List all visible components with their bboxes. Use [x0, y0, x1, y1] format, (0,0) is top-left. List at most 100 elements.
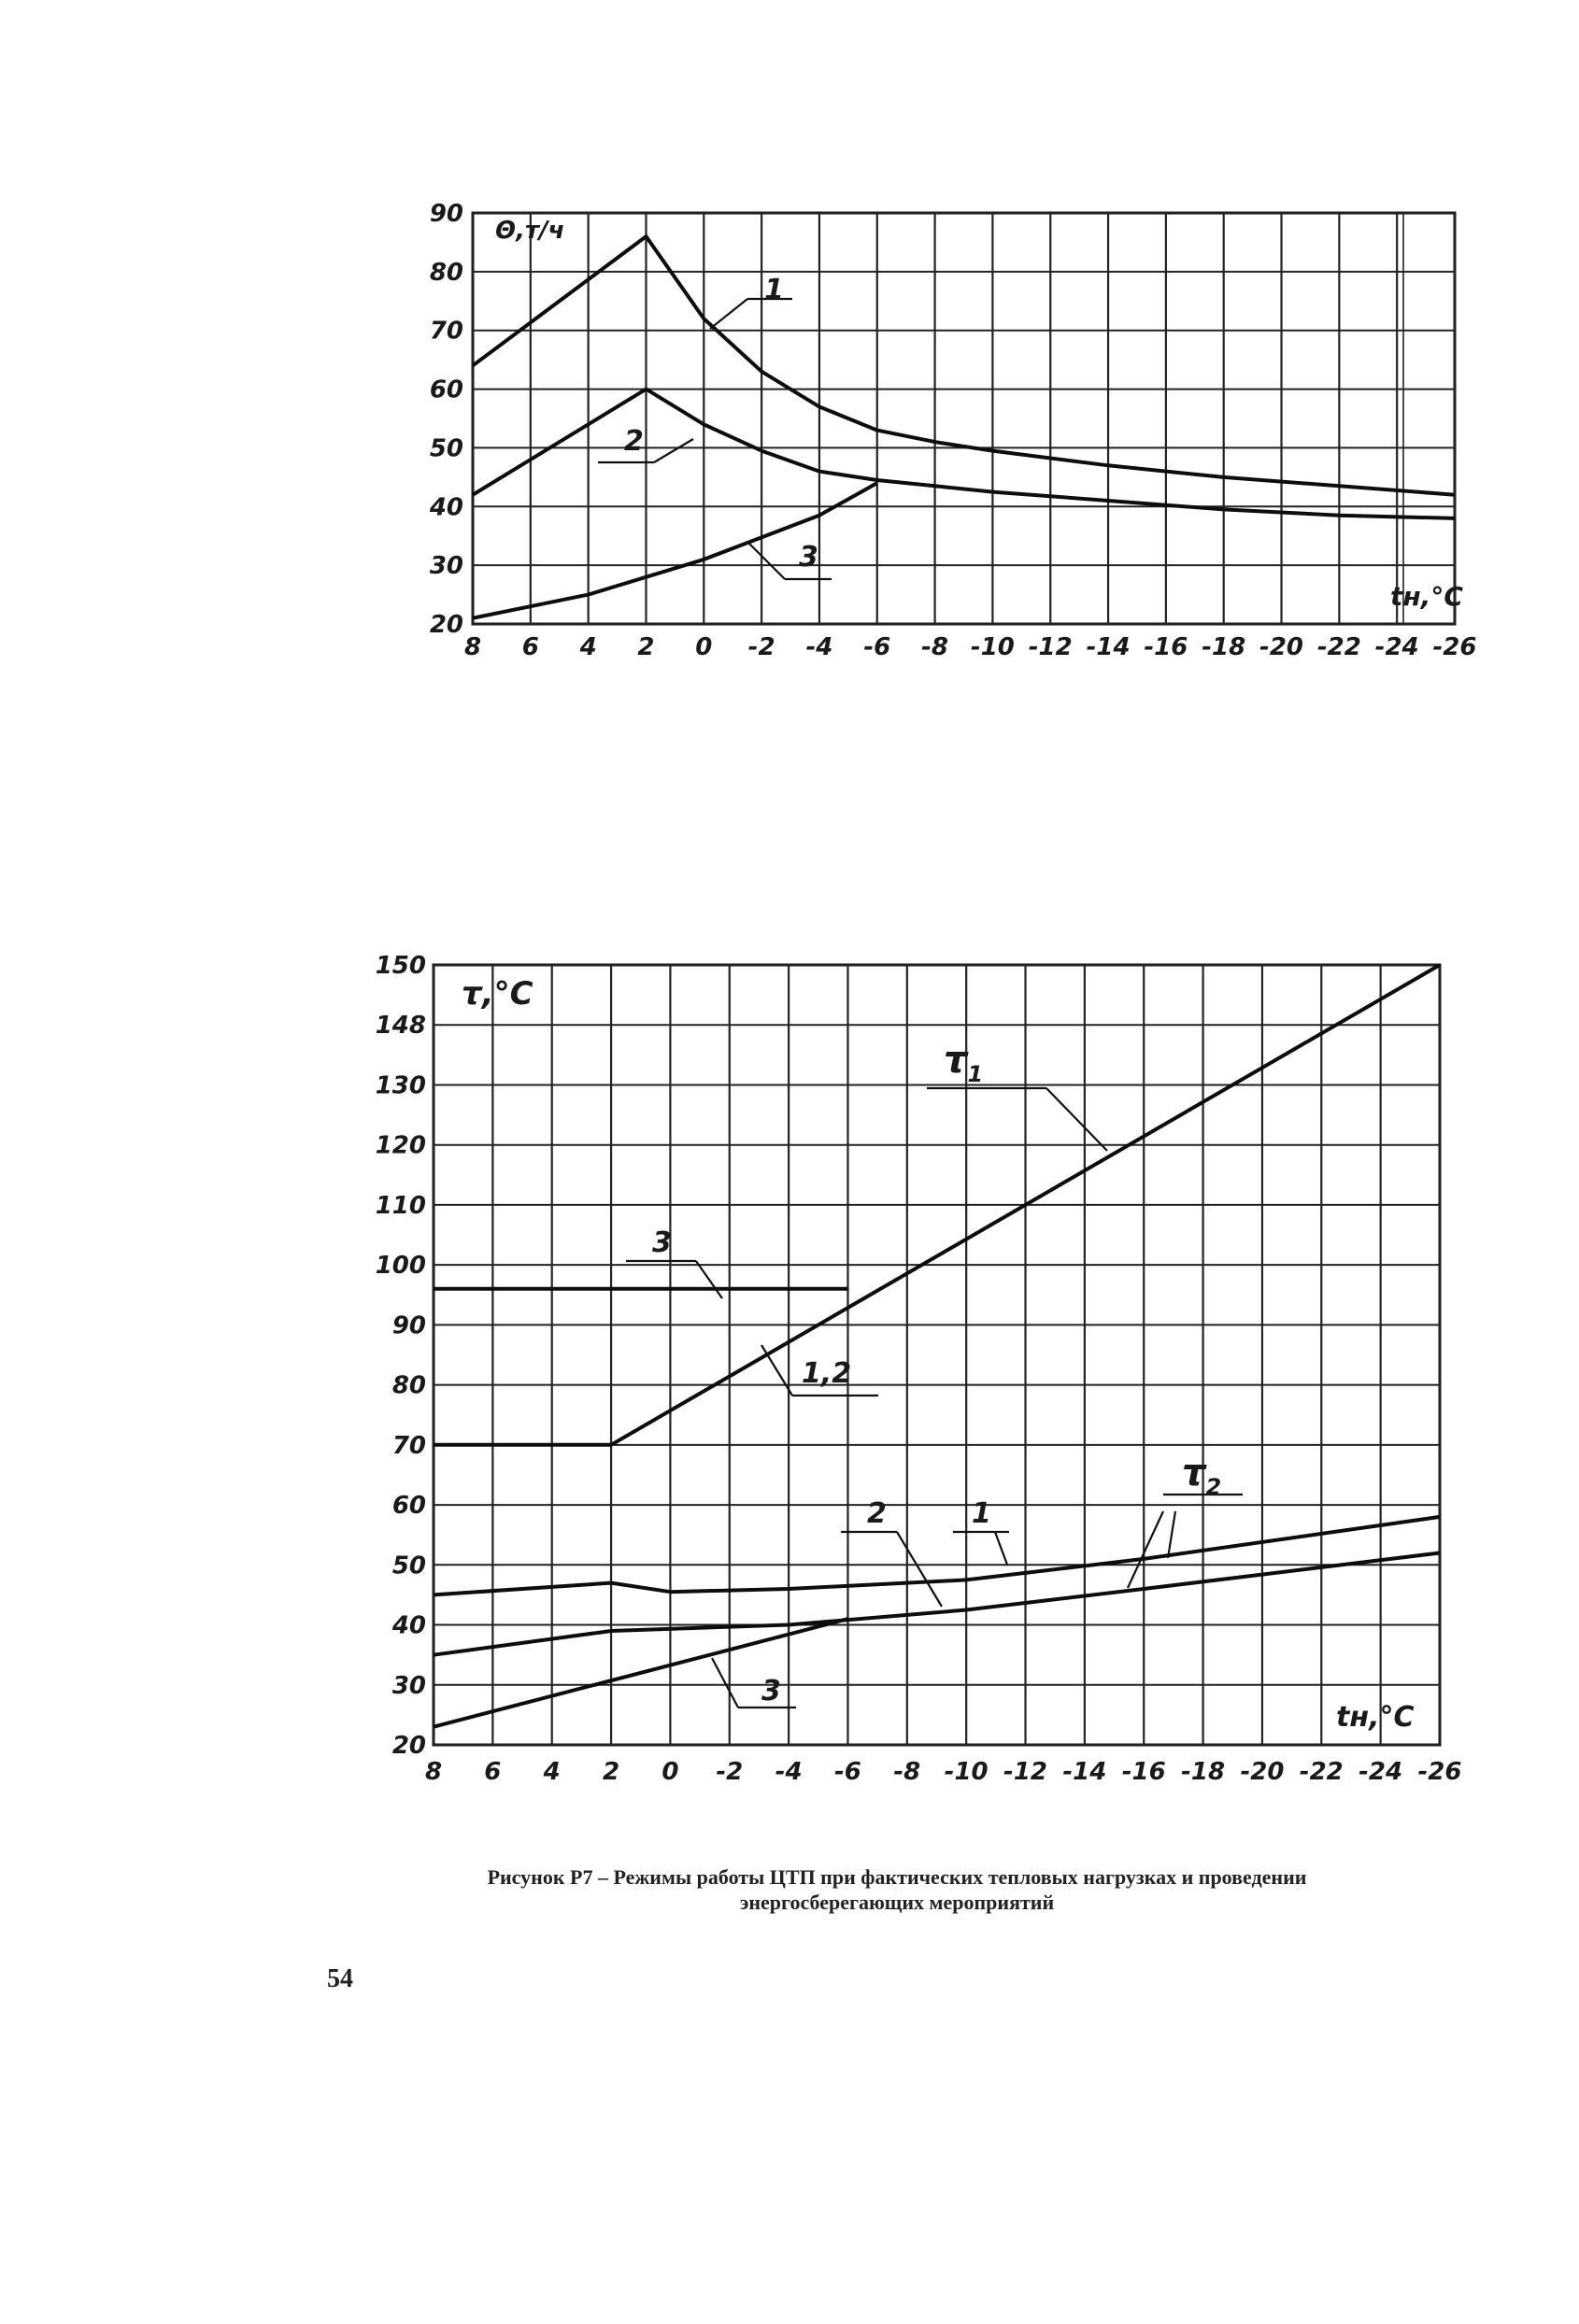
annotation-subscript: 2: [1206, 1474, 1222, 1500]
x-tick-label: -14: [1062, 1758, 1106, 1786]
annotation-leader: [896, 1531, 943, 1608]
x-tick-label: -12: [1029, 633, 1073, 661]
y-tick-label: 120: [376, 1132, 426, 1160]
y-tick-label: 40: [391, 1612, 426, 1640]
y-tick-label: 148: [376, 1012, 426, 1040]
y-tick-label: 70: [430, 318, 463, 346]
annotation-leader: [653, 438, 694, 463]
annotation-leader: [747, 541, 786, 580]
x-tick-label: 2: [603, 1758, 619, 1786]
annotation-leader: [709, 298, 748, 330]
y-tick-label: 80: [392, 1372, 426, 1400]
x-tick-label: -6: [834, 1758, 861, 1786]
series-line-2: [471, 387, 1456, 520]
y-tick-label: 30: [430, 552, 463, 580]
x-tick-label: -8: [921, 633, 948, 661]
y-tick-label: 20: [430, 611, 463, 639]
series-annotation: 1: [764, 274, 784, 306]
y-tick-label: 110: [376, 1192, 426, 1220]
annotation-leader: [761, 1344, 793, 1396]
caption-line-1: Рисунок Р7 – Режимы работы ЦТП при факти…: [487, 1865, 1307, 1889]
y-tick-label: 50: [392, 1552, 426, 1580]
figure-caption: Рисунок Р7 – Режимы работы ЦТП при факти…: [308, 1864, 1486, 1915]
x-tick-label: 6: [522, 633, 539, 661]
y-tick-label: 80: [430, 259, 463, 287]
flow-rate-chart: 8 6 4 2 0 -2 -4 -6 -8 -10 -12 -14 -16 -18 -20 -22 -24 -26…: [429, 200, 1477, 661]
x-tick-label: -24: [1375, 633, 1419, 661]
y-tick-label: 40: [429, 493, 463, 521]
y-tick-label: 30: [392, 1672, 426, 1700]
series-annotation: 1: [972, 1497, 991, 1530]
y-tick-label: 50: [430, 434, 463, 462]
x-tick-label: -2: [748, 633, 775, 661]
x-tick-label: 6: [484, 1758, 501, 1786]
x-tick-label: -20: [1240, 1758, 1284, 1786]
annotation-leader: [1127, 1510, 1164, 1589]
annotation-leader: [695, 1260, 723, 1299]
chart1-x-axis-label: tн,°C: [1390, 581, 1463, 612]
chart1-y-axis-label: Θ,т/ч: [495, 217, 564, 245]
chart1-series: [471, 234, 1456, 620]
x-tick-label: 4: [579, 633, 597, 661]
series-line-1: [471, 234, 1456, 497]
x-tick-label: -26: [1418, 1758, 1462, 1786]
series-line-3: [472, 481, 878, 620]
caption-line-2: энергосберегающих мероприятий: [739, 1891, 1055, 1914]
y-tick-label: 150: [376, 952, 426, 980]
series-annotation: 3: [799, 541, 818, 574]
chart1-annotations: 1 2 3: [598, 274, 832, 581]
y-tick-label: 20: [392, 1732, 426, 1760]
chart1-ticks: 8 6 4 2 0 -2 -4 -6 -8 -10 -12 -14 -16 -18 -20 -22 -24 -26…: [429, 200, 1477, 661]
x-tick-label: -6: [863, 633, 890, 661]
series-annotation: 1,2: [802, 1357, 851, 1390]
annotation-leader: [1046, 1087, 1108, 1152]
x-tick-label: -12: [1003, 1758, 1047, 1786]
x-tick-label: 0: [661, 1758, 678, 1786]
x-tick-label: -10: [971, 633, 1015, 661]
x-tick-label: 8: [425, 1758, 442, 1786]
chart2-x-axis-label: tн,°C: [1336, 1701, 1414, 1734]
annotation-subscript: 1: [968, 1061, 984, 1087]
y-tick-label: 100: [376, 1252, 426, 1280]
annotation-leader: [993, 1531, 1009, 1566]
x-tick-label: -24: [1359, 1758, 1402, 1786]
x-tick-label: -20: [1259, 633, 1303, 661]
chart2-grid: [432, 963, 1442, 1747]
x-tick-label: -26: [1433, 633, 1477, 661]
series-line-3: [433, 1514, 1441, 1597]
x-tick-label: -18: [1202, 633, 1245, 661]
y-tick-label: 130: [376, 1071, 426, 1099]
x-tick-label: 8: [464, 633, 481, 661]
annotation-leader: [1166, 1510, 1177, 1559]
chart2-series: [433, 963, 1442, 1729]
y-tick-label: 90: [430, 200, 463, 228]
annotation-leader: [711, 1657, 739, 1708]
x-tick-label: -14: [1087, 633, 1131, 661]
plot-frame: [471, 211, 1457, 626]
temperature-chart: 8 6 4 2 0 -2 -4 -6 -8 -10 -12 -14 -16 -18 -20 -22 -24 -26…: [376, 952, 1462, 1786]
x-tick-label: -2: [716, 1758, 743, 1786]
y-tick-label: 60: [392, 1492, 426, 1520]
x-tick-label: -18: [1181, 1758, 1225, 1786]
x-tick-label: -4: [775, 1758, 803, 1786]
series-annotation: τ1: [944, 1039, 983, 1087]
series-annotation: 3: [652, 1226, 672, 1259]
x-tick-label: 0: [695, 633, 712, 661]
x-tick-label: -16: [1122, 1758, 1166, 1786]
chart2-annotations: τ1 τ2 3 1,2 2 1 3: [626, 1039, 1243, 1709]
x-tick-label: 2: [637, 633, 654, 661]
x-tick-label: -16: [1144, 633, 1188, 661]
series-annotation: 3: [761, 1675, 781, 1708]
plot-frame: [432, 963, 1442, 1747]
x-tick-label: 4: [543, 1758, 561, 1786]
y-tick-label: 70: [392, 1432, 426, 1460]
x-tick-label: -8: [893, 1758, 920, 1786]
chart2-ticks: 8 6 4 2 0 -2 -4 -6 -8 -10 -12 -14 -16 -18 -20 -22 -24 -26…: [376, 952, 1462, 1786]
x-tick-label: -22: [1317, 633, 1361, 661]
series-annotation: 2: [624, 425, 644, 458]
series-annotation: τ2: [1182, 1452, 1221, 1500]
x-tick-label: -10: [945, 1758, 989, 1786]
series-line-4: [433, 1551, 1441, 1657]
y-tick-label: 60: [430, 376, 463, 404]
